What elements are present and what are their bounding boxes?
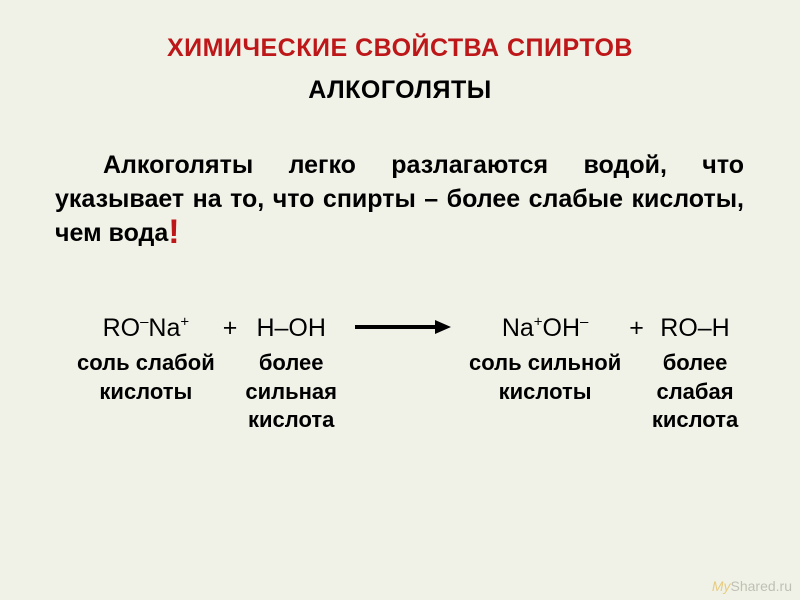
equation-term: Na+OH– соль сильнойкислоты [469, 314, 621, 406]
exclamation-mark: ! [168, 213, 179, 251]
plus-sign: + [215, 314, 246, 343]
equation-block: RO–Na+соль слабойкислоты+H–OHболеесильна… [0, 314, 800, 435]
term-caption: болеесильнаякислота [245, 349, 337, 435]
term-caption: болееслабаякислота [652, 349, 738, 435]
plus-sign: + [621, 314, 652, 343]
term-caption: соль слабойкислоты [77, 349, 215, 406]
equation-term: H–OH болеесильнаякислота [245, 314, 337, 435]
term-caption: соль сильнойкислоты [469, 349, 621, 406]
subtitle: АЛКОГОЛЯТЫ [0, 76, 800, 105]
chemical-equation: RO–Na+соль слабойкислоты+H–OHболеесильна… [0, 314, 800, 435]
chemical-formula: H–OH [256, 314, 325, 343]
equation-term: RO–Na+ соль слабойкислоты [77, 314, 215, 406]
chemical-formula: RO–H [660, 314, 729, 343]
watermark-prefix: My [712, 578, 731, 594]
body-paragraph: Алкоголяты легко разлагаются водой, что … [55, 149, 744, 250]
chemical-formula: RO–Na+ [103, 314, 190, 343]
chemical-formula: Na+OH– [502, 314, 589, 343]
watermark-rest: Shared.ru [731, 578, 792, 594]
equation-term: RO–H болееслабаякислота [652, 314, 738, 435]
paragraph-text: Алкоголяты легко разлагаются водой, что … [55, 151, 744, 247]
main-title: ХИМИЧЕСКИЕ СВОЙСТВА СПИРТОВ [0, 34, 800, 63]
watermark: MyShared.ru [712, 578, 792, 594]
reaction-arrow [337, 314, 469, 336]
